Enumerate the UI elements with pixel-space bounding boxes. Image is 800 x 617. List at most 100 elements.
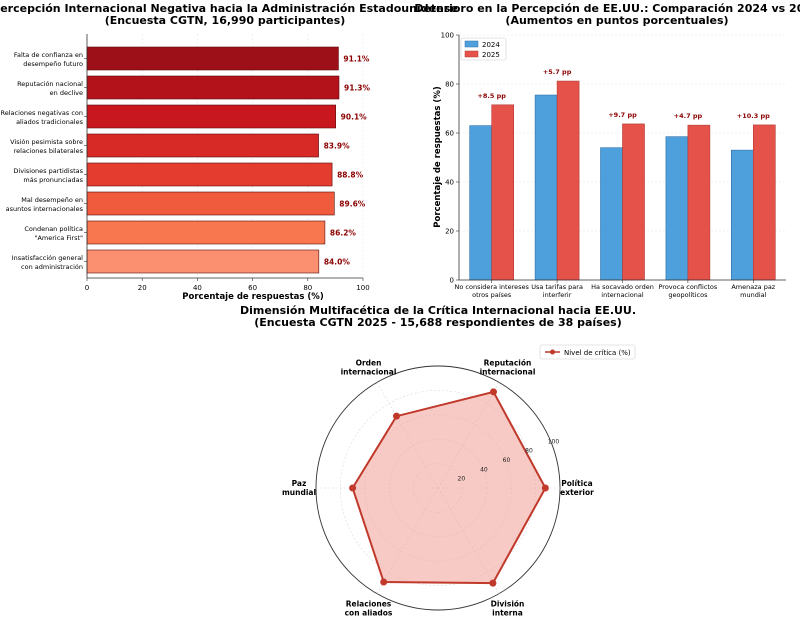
chart3-radial-tick-label: 100 — [548, 438, 560, 445]
chart3-axis-label-line: División — [491, 599, 525, 608]
chart1-value-label: 90.1% — [341, 113, 368, 122]
chart2-y-tick-label: 60 — [445, 130, 454, 138]
chart1-category-label-line: asuntos internacionales — [6, 205, 84, 213]
chart1-bar[interactable] — [86, 249, 320, 274]
legend-swatch-2025 — [464, 50, 479, 58]
chart2-category-label-line: Ha socavado orden — [591, 283, 654, 291]
chart1-category-label: Visión pesimista sobre relaciones bilater… — [10, 138, 84, 155]
chart2-y-tick-label: 0 — [450, 277, 454, 285]
chart2-category-label: No considera intereses otros países — [455, 283, 530, 299]
chart1-category-label: Divisiones partidistas más pronunciadas — [13, 167, 83, 184]
chart2-bar-2025[interactable] — [752, 124, 776, 281]
chart2-category-label: Ha socavado orden internacional — [591, 283, 654, 299]
chart3-point[interactable] — [541, 484, 549, 492]
chart2-subtitle: (Aumentos en puntos porcentuales) — [505, 14, 728, 27]
chart1-category-label-line: desempeño futuro — [23, 60, 83, 68]
chart2-increase-annotation: +9.7 pp — [608, 111, 637, 119]
chart3-legend: Nivel de crítica (%) — [539, 344, 636, 360]
chart2-bar-2025[interactable] — [687, 124, 711, 281]
chart1-bar[interactable] — [86, 162, 333, 187]
chart2-bar-2025[interactable] — [556, 80, 580, 281]
chart3-title: Dimensión Multifacética de la Crítica In… — [240, 304, 636, 317]
chart1-category-label-line: Condenan política — [24, 225, 83, 233]
chart3-area — [352, 391, 546, 584]
chart3-point[interactable] — [349, 484, 357, 492]
chart1-value-label: 89.6% — [339, 200, 366, 209]
chart3-point[interactable] — [380, 578, 388, 586]
chart3-axis-label-line: interna — [492, 608, 523, 617]
chart1-x-tick-label: 0 — [85, 284, 89, 292]
chart1-category-label-line: aliados tradicionales — [16, 118, 84, 126]
chart2-category-label-line: Usa tarifas para — [531, 283, 583, 291]
chart2-increase-annotation: +4.7 pp — [674, 112, 703, 120]
chart3-axis-label-line: internacional — [341, 368, 397, 377]
chart2-bar-2024[interactable] — [600, 147, 623, 281]
chart3-point[interactable] — [393, 412, 401, 420]
chart1-x-tick-label: 20 — [138, 284, 147, 292]
chart3-axis-label-line: internacional — [480, 368, 536, 377]
chart1-x-tick-label: 100 — [356, 284, 369, 292]
chart3-radial-tick-label: 40 — [480, 466, 488, 473]
chart2-bar-2024[interactable] — [665, 136, 689, 281]
chart2-increase-annotation: +8.5 pp — [477, 92, 506, 100]
chart3-axis-label: Relaciones con aliados — [345, 599, 393, 617]
chart3-subtitle: (Encuesta CGTN 2025 - 15,688 respondient… — [254, 316, 622, 329]
chart1-x-tick-label: 60 — [248, 284, 257, 292]
chart3-axis-label: Política exterior — [560, 479, 594, 497]
chart1-x-tick-label: 80 — [303, 284, 312, 292]
chart3-axis-label: Reputación internacional — [480, 359, 536, 377]
legend-swatch-2024 — [464, 40, 479, 48]
chart1-x-label: Porcentaje de respuestas (%) — [182, 292, 324, 302]
chart2-category-label-line: interferir — [543, 291, 572, 299]
chart2-increase-annotation: +10.3 pp — [737, 112, 770, 120]
chart1-x-tick-label: 40 — [193, 284, 202, 292]
chart1-value-label: 86.2% — [330, 229, 357, 238]
chart2-category-label-line: Amenaza paz — [731, 283, 775, 291]
chart1-bar[interactable] — [86, 133, 319, 158]
chart1-category-label-line: relaciones bilaterales — [14, 147, 84, 155]
chart1-bar[interactable] — [86, 46, 339, 71]
chart3-axis-label: Orden internacional — [341, 359, 397, 377]
chart1-category-label-line: Relaciones negativas con — [1, 109, 83, 117]
chart1-category-label-line: con administración — [21, 263, 83, 271]
chart1-bar[interactable] — [86, 220, 326, 245]
chart3-radial-tick-label: 60 — [503, 457, 511, 464]
chart2-category-label-line: geopolíticos — [668, 291, 708, 299]
chart3-axis-label: División interna — [491, 599, 525, 617]
chart2-y-tick-label: 40 — [445, 179, 454, 187]
chart2-category-label: Usa tarifas para interferir — [531, 283, 583, 299]
chart2-bar-2024[interactable] — [534, 94, 558, 281]
chart2-bar-2025[interactable] — [491, 104, 515, 281]
chart1-value-label: 91.3% — [344, 84, 371, 93]
chart1-category-label-line: más pronunciadas — [23, 176, 83, 184]
chart2-y-tick-label: 80 — [445, 81, 454, 89]
chart3-axis-label-line: Paz — [292, 479, 307, 488]
chart2-category-label-line: Provoca conflictos — [658, 283, 717, 291]
legend-label-nivel: Nivel de crítica (%) — [564, 349, 631, 357]
chart3-axis-label-line: con aliados — [345, 608, 393, 617]
chart2-increase-annotation: +5.7 pp — [543, 68, 572, 76]
chart1-value-label: 84.0% — [324, 258, 351, 267]
chart2-y-label: Porcentaje de respuestas (%) — [433, 86, 443, 228]
chart-radar: Dimensión Multifacética de la Crítica In… — [240, 304, 636, 617]
chart3-point[interactable] — [489, 579, 497, 587]
chart2-category-label: Provoca conflictos geopolíticos — [658, 283, 717, 299]
chart3-axis-label-line: Reputación — [484, 359, 532, 368]
chart1-category-label: Condenan política "America First" — [24, 225, 83, 242]
chart1-bar[interactable] — [86, 75, 340, 100]
chart1-category-label: Reputación nacional en declive — [17, 80, 83, 97]
chart1-title: Percepción Internacional Negativa hacia … — [0, 2, 458, 15]
chart1-category-label-line: Reputación nacional — [17, 80, 83, 88]
chart3-point[interactable] — [490, 388, 498, 396]
chart1-bar[interactable] — [86, 191, 335, 216]
chart2-bar-2024[interactable] — [730, 149, 754, 281]
chart1-bar[interactable] — [86, 104, 336, 129]
chart2-category-label-line: mundial — [740, 291, 766, 299]
chart1-category-label: Falta de confianza en desempeño futuro — [14, 51, 83, 68]
chart1-category-label-line: Visión pesimista sobre — [10, 138, 83, 146]
chart2-bar-2025[interactable] — [622, 123, 645, 281]
chart1-value-label: 88.8% — [337, 171, 364, 180]
chart2-bar-2024[interactable] — [469, 125, 493, 281]
chart3-axis-label-line: Relaciones — [346, 599, 392, 608]
